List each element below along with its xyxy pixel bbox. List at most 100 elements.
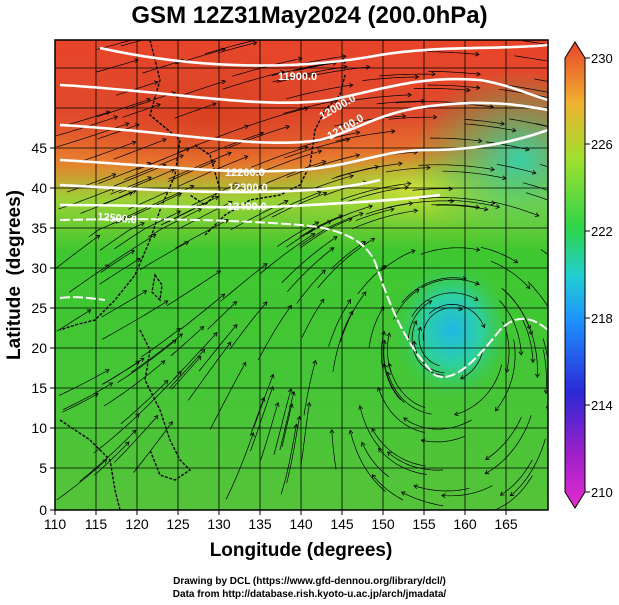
streamline-arrow bbox=[345, 137, 351, 143]
streamline bbox=[413, 341, 445, 374]
streamline-arrow bbox=[346, 299, 352, 304]
streamline-arrow bbox=[518, 351, 524, 356]
streamline bbox=[379, 73, 436, 77]
streamline bbox=[535, 123, 548, 127]
y-axis-ticks bbox=[50, 147, 55, 511]
streamline bbox=[485, 417, 522, 460]
streamline-arrow bbox=[262, 263, 268, 268]
streamline-arrow bbox=[124, 441, 130, 447]
streamline bbox=[281, 403, 293, 447]
streamline-arrow bbox=[322, 191, 328, 197]
streamline bbox=[113, 138, 167, 160]
streamline bbox=[148, 208, 202, 238]
streamline bbox=[281, 236, 338, 284]
streamline-arrow bbox=[490, 200, 496, 206]
streamline bbox=[534, 78, 548, 82]
streamline bbox=[217, 42, 257, 54]
credit-data-source: Data from http://database.rish.kyoto-u.a… bbox=[172, 589, 447, 600]
streamline bbox=[66, 173, 116, 193]
streamline bbox=[401, 491, 444, 507]
streamline-arrow bbox=[490, 166, 495, 172]
streamline bbox=[331, 429, 337, 470]
streamline bbox=[383, 363, 401, 401]
streamline bbox=[514, 55, 548, 62]
streamline bbox=[403, 417, 472, 430]
streamline bbox=[166, 270, 221, 307]
streamline-arrow bbox=[183, 26, 187, 30]
streamline-arrow bbox=[368, 204, 373, 210]
streamline-arrow bbox=[306, 401, 312, 407]
streamline-arrow bbox=[288, 403, 294, 408]
chart-title: GSM 12Z31May2024 (200.0hPa) bbox=[131, 2, 488, 29]
credit-drawing: Drawing by DCL (https://www.gfd-dennou.o… bbox=[173, 576, 446, 587]
colorbar-tick-label: 230 bbox=[591, 51, 613, 66]
streamline bbox=[283, 100, 338, 114]
streamline bbox=[299, 215, 343, 238]
y-tick-label: 45 bbox=[31, 140, 47, 156]
streamline bbox=[103, 360, 166, 407]
streamline bbox=[493, 475, 533, 510]
streamline bbox=[108, 234, 157, 265]
streamline bbox=[137, 40, 144, 42]
contour-12200 bbox=[59, 128, 548, 173]
streamline bbox=[386, 167, 431, 173]
streamline-arrow bbox=[290, 390, 296, 396]
y-tick-label: 20 bbox=[31, 340, 47, 356]
streamline bbox=[500, 459, 533, 496]
streamline-arrow bbox=[371, 474, 377, 479]
streamline bbox=[120, 40, 144, 47]
streamline-arrow bbox=[450, 198, 455, 204]
streamline-arrow bbox=[386, 332, 392, 337]
streamline-arrow bbox=[476, 71, 481, 77]
streamline-arrow bbox=[494, 406, 500, 412]
streamline bbox=[59, 369, 110, 396]
x-tick-label: 155 bbox=[412, 516, 436, 532]
streamline-arrow bbox=[414, 74, 420, 80]
y-tick-label: 40 bbox=[31, 180, 47, 196]
streamline bbox=[114, 415, 159, 463]
streamline bbox=[300, 402, 310, 467]
streamline bbox=[380, 249, 416, 272]
streamline-arrow bbox=[234, 182, 239, 187]
streamline bbox=[286, 154, 360, 178]
streamline bbox=[113, 164, 167, 187]
colorbar-tick-label: 226 bbox=[591, 137, 613, 152]
streamline-arrow bbox=[341, 54, 347, 60]
streamline-arrow bbox=[355, 153, 361, 158]
streamline bbox=[418, 164, 495, 171]
streamline-arrow bbox=[250, 432, 255, 437]
streamline-arrow bbox=[285, 124, 290, 130]
streamline bbox=[170, 326, 204, 357]
streamline-arrow bbox=[535, 373, 540, 379]
streamline-arrow bbox=[475, 85, 481, 90]
streamline bbox=[287, 247, 334, 292]
streamline bbox=[420, 247, 480, 255]
streamline bbox=[332, 311, 353, 372]
streamline-arrow bbox=[153, 80, 159, 86]
streamline bbox=[253, 374, 274, 428]
streamline bbox=[209, 362, 247, 430]
streamline bbox=[523, 40, 548, 45]
streamline bbox=[190, 183, 239, 207]
streamline-arrow bbox=[170, 168, 176, 173]
x-tick-label: 135 bbox=[248, 516, 272, 532]
coastline-philippines bbox=[139, 329, 192, 481]
x-tick-label: 125 bbox=[166, 516, 190, 532]
streamline-arrow bbox=[178, 333, 183, 338]
x-axis-label: Longitude (degrees) bbox=[210, 540, 393, 561]
x-tick-label: 140 bbox=[289, 516, 313, 532]
streamline-arrow bbox=[142, 290, 148, 295]
streamline bbox=[412, 188, 453, 191]
streamline-arrow bbox=[260, 396, 266, 402]
streamline-arrow bbox=[104, 264, 110, 269]
streamline bbox=[297, 131, 360, 149]
streamline-arrow bbox=[348, 83, 354, 88]
streamline bbox=[386, 200, 454, 209]
x-tick-label: 160 bbox=[453, 516, 477, 532]
colorbar-tick-label: 214 bbox=[591, 398, 613, 413]
streamline-arrow bbox=[220, 293, 226, 298]
streamline-arrow bbox=[312, 359, 318, 365]
streamline bbox=[413, 88, 470, 91]
streamline-arrow bbox=[139, 357, 145, 363]
x-axis-ticks bbox=[54, 510, 507, 515]
